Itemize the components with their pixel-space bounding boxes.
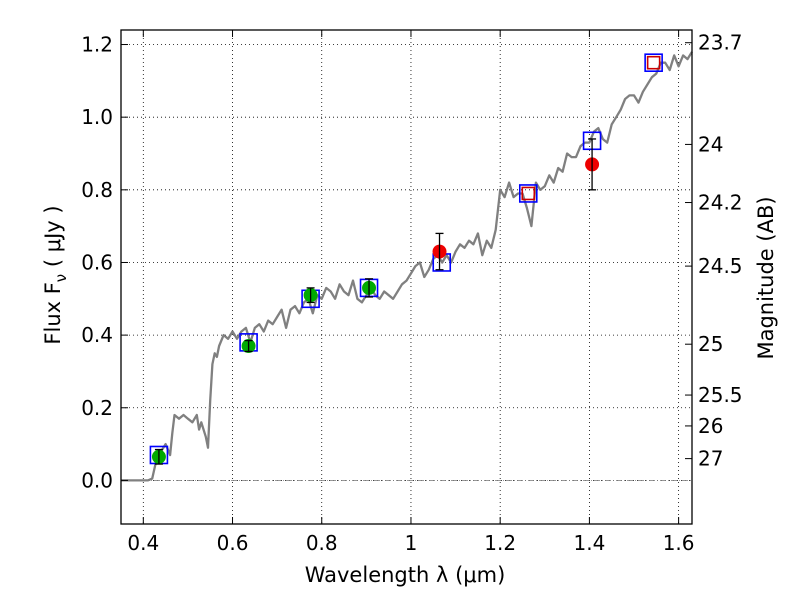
error-bars (154, 138, 597, 465)
y-tick-label: 0.2 (81, 396, 113, 420)
spectrum-line (121, 51, 693, 482)
y2-tick-label: 24.2 (698, 191, 743, 215)
plot-frame (120, 29, 693, 525)
limit-point (646, 55, 661, 70)
y-axis-title-sub: ν (52, 274, 70, 282)
axis-ticks (121, 30, 692, 524)
y2-tick-label: 25 (698, 332, 723, 356)
y-tick-label: 0.4 (81, 323, 113, 347)
spectrum-series (121, 51, 693, 482)
x-tick-label: 1.4 (573, 531, 605, 555)
x-tick-label: 0.8 (306, 531, 338, 555)
y2-tick-label: 25.5 (698, 383, 743, 407)
y-axis-title-unit: ( μJy ) (41, 205, 65, 273)
y2-tick-label: 26 (698, 414, 723, 438)
limit-point (521, 186, 536, 201)
model-point (644, 53, 663, 72)
y-tick-label: 0.6 (81, 250, 113, 274)
x-tick-label: 0.4 (127, 531, 159, 555)
y-tick-label: 0.0 (81, 468, 113, 492)
y2-axis-title: Magnitude (AB) (754, 196, 778, 359)
y2-tick-label: 24 (698, 132, 723, 156)
y2-tick-label: 24.5 (698, 254, 743, 278)
x-tick-label: 1.6 (663, 531, 695, 555)
y-tick-label: 1.0 (81, 105, 113, 129)
y2-tick-label: 27 (698, 447, 723, 471)
tick-labels: 0.4 0.6 0.8 1 1.2 1.4 1.6 0.0 0.2 0.4 0.6 0.8 1.0 1.2… (81, 31, 742, 555)
x-tick-label: 1.2 (484, 531, 516, 555)
y-tick-label: 1.2 (81, 33, 113, 57)
y-axis-title: Flux Fν ( μJy ) (41, 205, 70, 344)
x-axis-title: Wavelength λ (μm) (305, 563, 506, 587)
model-point (518, 184, 538, 203)
x-tick-label: 1 (405, 531, 418, 555)
x-tick-label: 0.6 (217, 531, 249, 555)
y-tick-label: 0.8 (81, 178, 113, 202)
y2-tick-label: 23.7 (698, 31, 743, 55)
y-axis-title-main: Flux F (41, 282, 65, 344)
